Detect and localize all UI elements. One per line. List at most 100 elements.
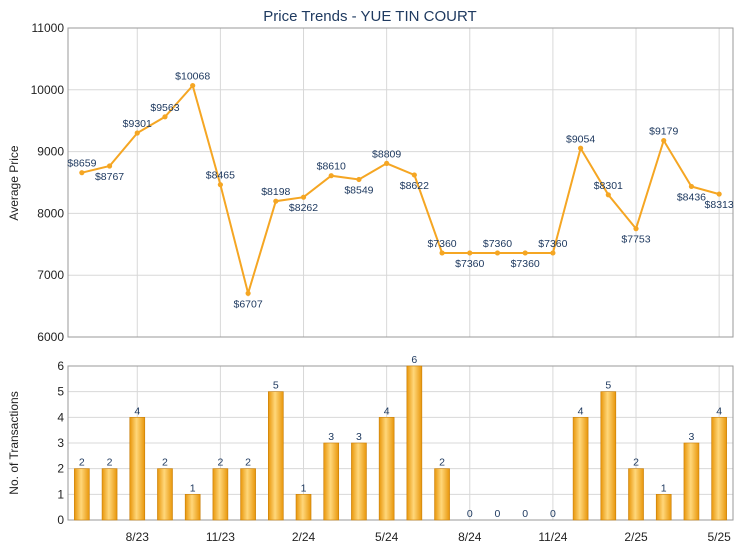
price-data-label: $9054	[566, 133, 595, 145]
price-data-label: $8659	[67, 158, 96, 170]
price-y-tick-label: 10000	[31, 83, 65, 97]
transactions-bar	[572, 417, 589, 521]
x-tick-label: 2/24	[292, 530, 316, 544]
transactions-data-label: 1	[661, 482, 667, 494]
x-tick-label: 5/25	[707, 530, 731, 544]
transactions-data-label: 3	[689, 431, 695, 443]
transactions-y-tick-label: 3	[57, 436, 64, 450]
transactions-bar	[268, 391, 284, 521]
transactions-y-tick-label: 5	[57, 385, 64, 399]
transactions-y-tick-label: 0	[57, 513, 64, 527]
transactions-y-tick-label: 4	[57, 410, 64, 424]
price-point	[716, 191, 722, 197]
transactions-plot-frame	[67, 365, 734, 521]
transactions-bar	[157, 468, 173, 521]
price-data-label: $9301	[123, 118, 152, 130]
transactions-bar	[655, 494, 672, 521]
price-data-label: $8262	[289, 202, 318, 214]
transactions-data-label: 2	[217, 457, 223, 469]
transactions-data-label: 1	[301, 482, 307, 494]
price-point	[273, 198, 279, 204]
price-data-label: $8549	[344, 184, 373, 196]
transactions-data-label: 2	[162, 457, 168, 469]
transactions-y-tick-label: 2	[57, 462, 64, 476]
price-point	[467, 250, 473, 256]
price-point	[661, 137, 667, 144]
price-data-label: $8809	[372, 148, 401, 160]
price-point	[688, 183, 695, 190]
price-point	[439, 250, 445, 256]
price-series-line	[81, 83, 720, 298]
transactions-bar	[406, 365, 423, 521]
transactions-data-label: 4	[716, 405, 722, 417]
price-point	[633, 226, 639, 232]
price-data-label: $8610	[317, 161, 346, 173]
transactions-data-label: 0	[467, 508, 473, 520]
price-data-label: $6707	[234, 298, 263, 310]
price-y-tick-label: 9000	[37, 145, 64, 159]
price-point	[384, 160, 390, 167]
transactions-data-label: 2	[633, 457, 639, 469]
price-point	[356, 176, 362, 183]
price-y-tick-label: 11000	[32, 21, 65, 35]
transactions-data-label: 3	[356, 431, 362, 443]
transactions-data-label: 5	[605, 380, 611, 392]
price-point	[328, 173, 334, 179]
transactions-y-tick-label: 1	[57, 487, 64, 501]
price-y-tick-label: 7000	[37, 268, 64, 282]
transactions-data-label: 4	[578, 405, 584, 417]
price-point	[300, 194, 307, 200]
x-tick-label: 5/24	[375, 530, 399, 544]
transactions-bar	[711, 417, 727, 521]
price-point	[79, 170, 85, 176]
transactions-data-label: 0	[522, 508, 528, 520]
transactions-data-label: 0	[550, 508, 556, 520]
price-point	[605, 192, 611, 198]
transactions-bar	[378, 417, 395, 521]
price-point	[106, 163, 113, 169]
transactions-bar-panel: 0 1 2 3 4 5 6 2 2 4 2 1 2 2 5 1 3 3 4 6 2 0 0 0 0 4 5 2 1 3 4 8/23 11/23…	[57, 354, 734, 544]
transactions-bar	[101, 468, 118, 521]
price-y-axis-label: Average Price	[7, 145, 21, 220]
price-point	[217, 182, 223, 188]
transactions-y-tick-label: 6	[57, 359, 64, 373]
x-tick-label: 8/23	[126, 530, 150, 544]
price-data-label: $8622	[400, 180, 429, 192]
price-data-label: $7360	[455, 258, 484, 270]
x-tick-label: 11/23	[206, 530, 235, 544]
transactions-data-label: 4	[134, 405, 140, 417]
price-point	[411, 172, 417, 178]
price-point	[578, 145, 584, 151]
x-tick-label: 8/24	[458, 530, 482, 544]
price-data-label: $8198	[261, 186, 290, 198]
transactions-data-label: 2	[245, 457, 251, 469]
price-point	[245, 290, 251, 296]
price-point	[162, 114, 168, 120]
price-point	[522, 250, 528, 256]
transactions-y-axis-label: No. of Transactions	[7, 391, 21, 494]
transactions-data-label: 1	[190, 482, 196, 494]
transactions-data-label: 2	[79, 457, 85, 469]
price-y-tick-label: 8000	[37, 206, 64, 220]
price-point	[550, 250, 556, 256]
x-tick-label: 11/24	[538, 530, 567, 544]
price-y-tick-label: 6000	[37, 330, 64, 344]
transactions-data-label: 2	[107, 457, 113, 469]
transactions-bar	[184, 494, 201, 521]
price-data-label: $7753	[621, 234, 650, 246]
transactions-bar	[351, 442, 367, 521]
price-data-label: $7360	[511, 258, 540, 270]
transactions-data-label: 0	[495, 508, 501, 520]
price-point	[134, 130, 140, 136]
transactions-bar	[240, 468, 256, 521]
price-data-label: $8301	[594, 180, 623, 192]
transactions-data-label: 6	[411, 354, 417, 366]
price-data-label: $9563	[150, 102, 179, 114]
price-data-label: $7360	[427, 238, 456, 250]
price-data-label: $8436	[677, 191, 706, 203]
price-data-label: $7360	[483, 238, 512, 250]
transactions-bar	[74, 468, 90, 521]
transactions-data-label: 5	[273, 380, 279, 392]
price-data-label: $9179	[649, 126, 678, 138]
transactions-bar	[129, 417, 146, 521]
